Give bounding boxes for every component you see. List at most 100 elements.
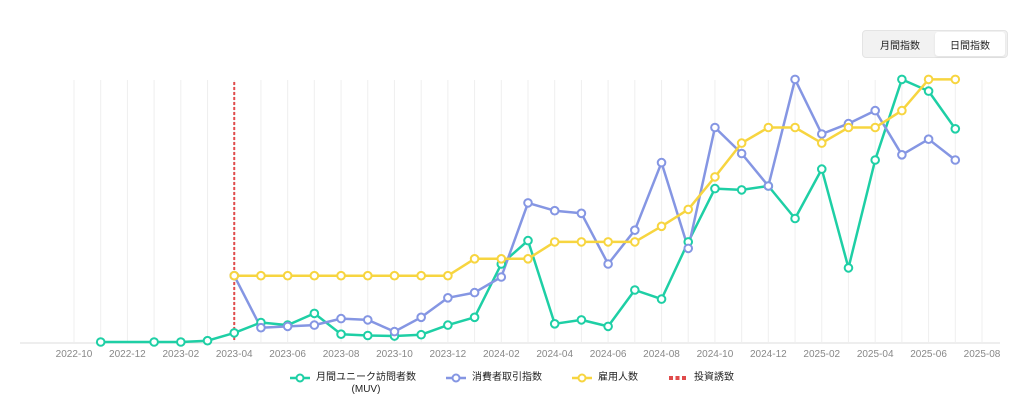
data-point[interactable] xyxy=(362,315,373,325)
data-point[interactable] xyxy=(603,237,613,247)
data-point[interactable] xyxy=(656,221,667,232)
data-point[interactable] xyxy=(282,321,293,332)
data-point[interactable] xyxy=(416,270,426,281)
legend-item-muv[interactable]: 月間ユニーク訪問者数 (MUV) xyxy=(290,372,416,396)
data-point[interactable] xyxy=(843,122,854,133)
grid-lines xyxy=(20,80,1000,344)
data-point[interactable] xyxy=(736,185,747,195)
monthly-index-tab[interactable]: 月間指数 xyxy=(880,40,920,52)
daily-index-tab[interactable]: 日間指数 xyxy=(935,32,1005,56)
data-point[interactable] xyxy=(897,150,907,160)
data-point[interactable] xyxy=(362,330,373,341)
data-point[interactable] xyxy=(736,148,747,159)
data-point[interactable] xyxy=(389,270,400,281)
data-point[interactable] xyxy=(710,122,720,133)
data-point[interactable] xyxy=(816,129,827,139)
data-point[interactable] xyxy=(576,315,587,325)
data-point[interactable] xyxy=(496,272,507,282)
data-point[interactable] xyxy=(336,329,346,340)
data-point[interactable] xyxy=(469,253,480,264)
data-point[interactable] xyxy=(763,122,774,133)
data-point[interactable] xyxy=(469,287,480,298)
data-point[interactable] xyxy=(202,335,213,346)
data-point[interactable] xyxy=(149,337,159,347)
data-point[interactable] xyxy=(416,329,426,340)
legend-item-investment[interactable]: 投資誘致 xyxy=(668,372,734,384)
data-point[interactable] xyxy=(950,155,961,165)
data-point[interactable] xyxy=(309,270,320,281)
data-point[interactable] xyxy=(256,322,266,333)
data-point[interactable] xyxy=(816,164,827,174)
legend-label-muv-sub: (MUV) xyxy=(351,384,381,395)
data-point[interactable] xyxy=(790,122,800,133)
data-point[interactable] xyxy=(443,320,453,330)
data-point[interactable] xyxy=(576,237,587,247)
data-point[interactable] xyxy=(576,208,587,219)
data-point[interactable] xyxy=(816,138,827,148)
data-point[interactable] xyxy=(229,328,240,338)
legend-item-employees[interactable]: 雇用人数 xyxy=(572,372,638,384)
x-tick-label: 2022-10 xyxy=(56,349,93,360)
series-line-1 xyxy=(233,78,957,333)
data-point[interactable] xyxy=(362,270,373,281)
data-point[interactable] xyxy=(763,181,774,191)
data-point[interactable] xyxy=(282,270,293,281)
data-point[interactable] xyxy=(897,105,907,116)
data-point[interactable] xyxy=(496,253,507,264)
data-point[interactable] xyxy=(523,235,533,246)
data-point[interactable] xyxy=(923,74,934,85)
data-point[interactable] xyxy=(95,337,106,347)
data-point[interactable] xyxy=(336,270,346,281)
data-point[interactable] xyxy=(736,138,747,148)
data-point[interactable] xyxy=(710,183,720,194)
data-point[interactable] xyxy=(630,237,640,247)
data-point[interactable] xyxy=(710,172,720,182)
x-tick-label: 2023-04 xyxy=(216,349,253,360)
data-point[interactable] xyxy=(656,157,667,168)
data-point[interactable] xyxy=(603,321,613,332)
data-point[interactable] xyxy=(229,270,240,281)
data-point[interactable] xyxy=(256,270,266,281)
legend-swatch-consumer-transactions xyxy=(446,373,466,383)
data-point[interactable] xyxy=(790,74,800,85)
data-point[interactable] xyxy=(309,320,320,330)
data-point[interactable] xyxy=(549,319,560,329)
data-point[interactable] xyxy=(443,293,453,303)
data-point[interactable] xyxy=(603,259,613,269)
data-point[interactable] xyxy=(523,198,533,208)
data-point[interactable] xyxy=(416,312,426,323)
data-point[interactable] xyxy=(923,86,934,96)
data-point[interactable] xyxy=(630,285,640,295)
legend-label-muv: 月間ユニーク訪問者数 xyxy=(316,372,416,383)
data-point[interactable] xyxy=(683,243,694,254)
data-point[interactable] xyxy=(843,263,854,273)
data-point[interactable] xyxy=(950,124,961,134)
data-point[interactable] xyxy=(523,253,533,264)
data-point[interactable] xyxy=(656,294,667,304)
data-point[interactable] xyxy=(923,134,934,144)
data-point[interactable] xyxy=(870,122,880,133)
index-period-toggle[interactable]: 月間指数 日間指数 xyxy=(862,30,1008,58)
data-point[interactable] xyxy=(950,74,961,85)
legend-label-consumer-transactions: 消費者取引指数 xyxy=(472,372,542,383)
data-point[interactable] xyxy=(870,105,880,116)
data-point[interactable] xyxy=(176,337,186,347)
x-tick-label: 2025-04 xyxy=(857,349,894,360)
data-point[interactable] xyxy=(870,155,880,165)
data-point[interactable] xyxy=(549,205,560,216)
data-point[interactable] xyxy=(549,237,560,247)
data-point[interactable] xyxy=(389,326,400,337)
data-point[interactable] xyxy=(897,74,907,85)
data-point[interactable] xyxy=(630,225,640,235)
data-point[interactable] xyxy=(336,313,346,324)
data-point[interactable] xyxy=(469,312,480,323)
x-tick-label: 2024-02 xyxy=(483,349,520,360)
series-line-2 xyxy=(234,78,956,277)
data-point[interactable] xyxy=(309,308,320,319)
data-point[interactable] xyxy=(790,213,800,224)
data-point[interactable] xyxy=(683,204,694,215)
data-point[interactable] xyxy=(443,270,453,281)
legend-item-consumer-transactions[interactable]: 消費者取引指数 xyxy=(446,372,542,384)
x-tick-label: 2023-10 xyxy=(376,349,413,360)
